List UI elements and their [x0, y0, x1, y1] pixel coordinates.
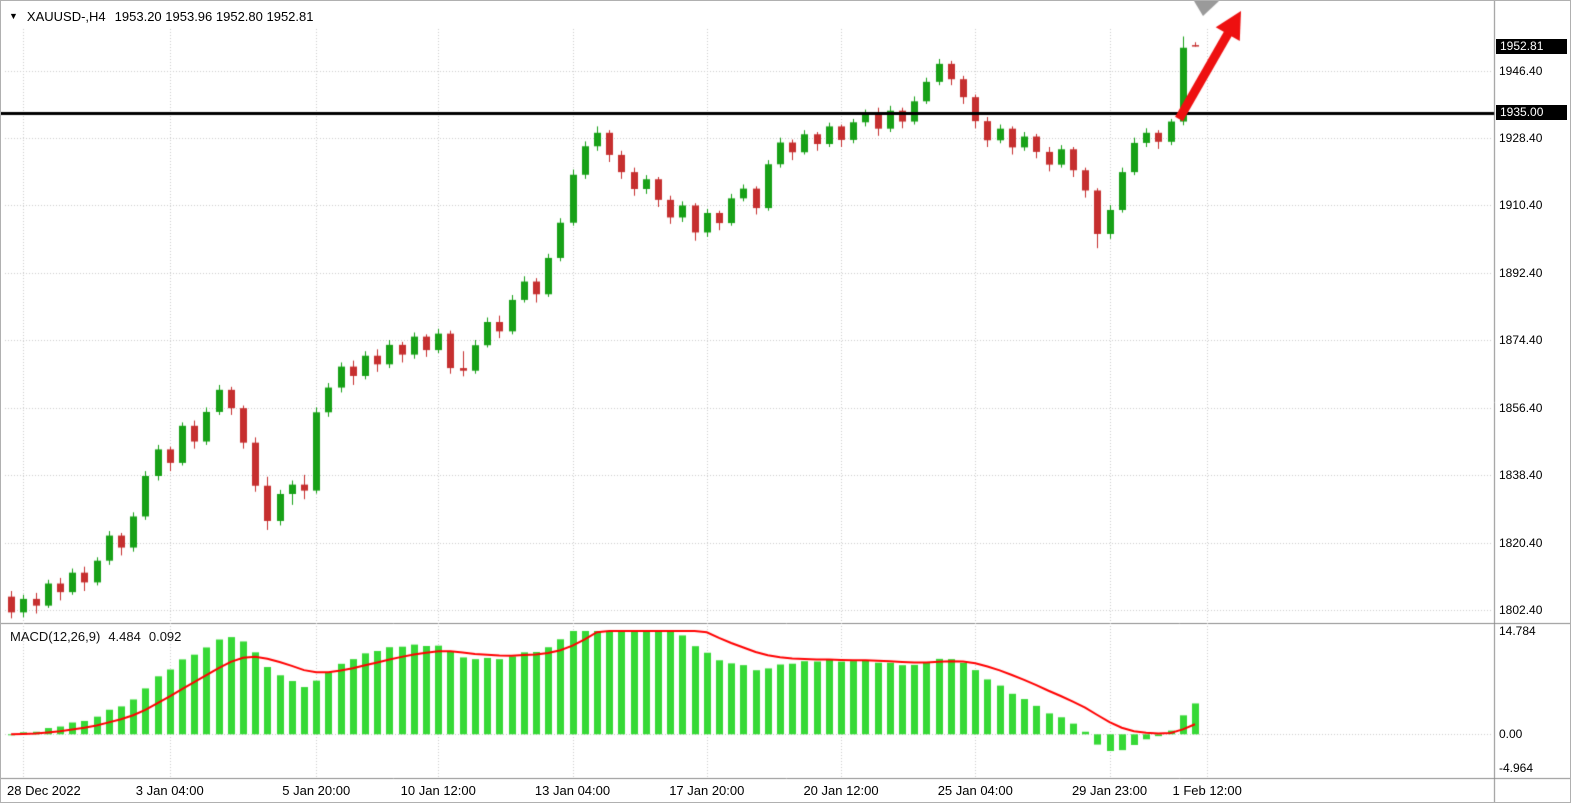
macd-indicator-header: MACD(12,26,9) 4.484 0.092 [10, 629, 181, 644]
macd-indicator-label: MACD(12,26,9) [10, 629, 101, 644]
chart-header: ▼ XAUUSD-,H4 1953.20 1953.96 1952.80 195… [9, 9, 313, 24]
chart-ohlc-values: 1953.20 1953.96 1952.80 1952.81 [114, 9, 314, 24]
macd-signal-value: 0.092 [148, 629, 182, 644]
hline-price-tag: 1935.00 [1496, 105, 1567, 121]
chart-symbol-timeframe: XAUUSD-,H4 [26, 9, 106, 24]
current-price-tag: 1952.81 [1496, 38, 1567, 54]
symbol-dropdown-icon[interactable]: ▼ [9, 11, 18, 21]
macd-main-value: 4.484 [108, 629, 141, 644]
